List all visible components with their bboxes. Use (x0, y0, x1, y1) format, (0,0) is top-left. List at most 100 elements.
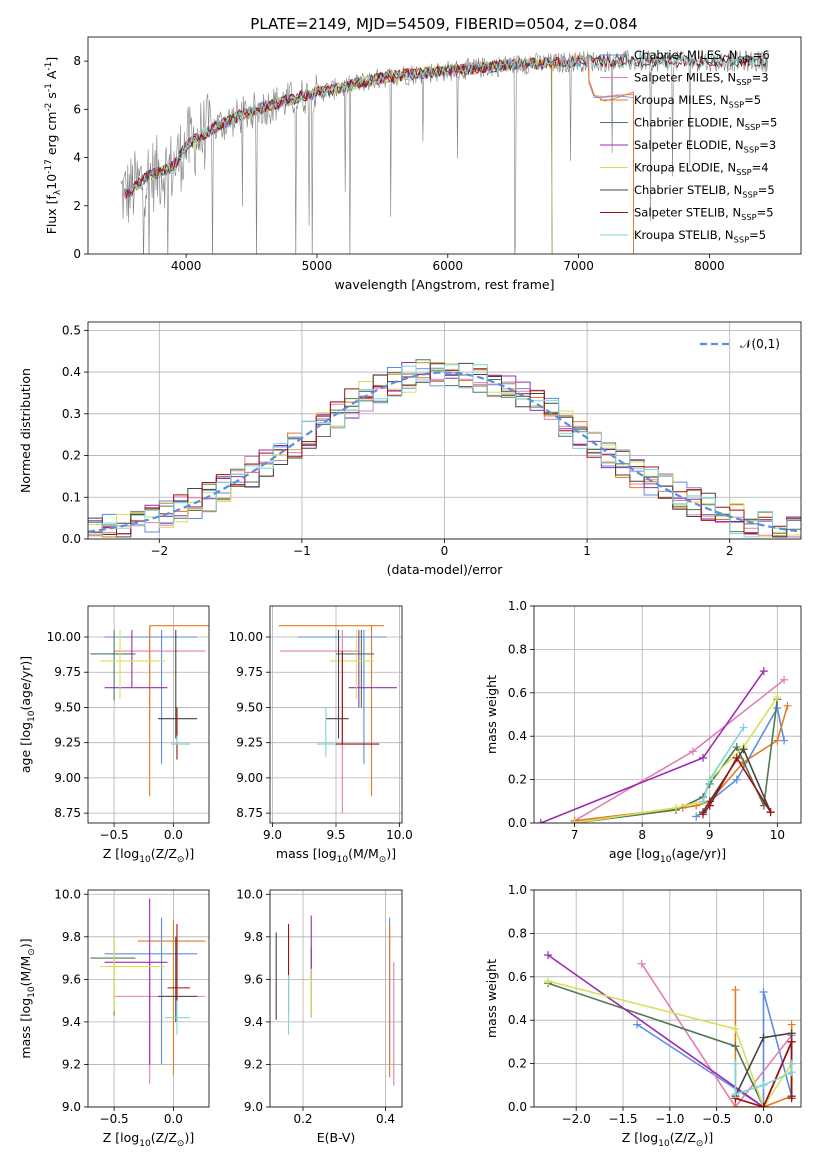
series-marker (773, 693, 782, 702)
x-tick-label: 10.0 (386, 828, 413, 842)
y-tick-label: 0.0 (62, 532, 81, 546)
x-tick-label: 9.5 (326, 828, 345, 842)
errorbar-kroupa-stelib (316, 707, 336, 757)
series-marker (692, 812, 701, 821)
x-tick-label: −0.5 (100, 1112, 129, 1126)
series-marker (536, 819, 545, 823)
y-tick-label: 0.6 (508, 970, 527, 984)
x-tick-label: 6000 (432, 259, 463, 273)
x-tick-label: 7 (571, 828, 579, 842)
x-axis-label: (data-model)/error (387, 562, 504, 577)
series-marker (759, 1081, 768, 1090)
x-axis-label: wavelength [Angstrom, rest frame] (334, 277, 554, 292)
y-tick-label: 8.75 (236, 806, 263, 820)
legend-label: Kroupa STELIB, NSSP​=5 (634, 228, 766, 244)
series-marker (773, 703, 782, 712)
y-tick-label: 9.8 (244, 930, 263, 944)
x-tick-label: 9 (706, 828, 714, 842)
y-tick-label: 0.0 (508, 1100, 527, 1114)
x-tick-label: −2.0 (562, 1112, 591, 1126)
y-tick-label: 9.2 (62, 1057, 81, 1071)
series-line (636, 991, 793, 1107)
x-tick-label: 0.0 (754, 1112, 773, 1126)
y-axis-label: Flux [fλ​10-17​ erg cm-2​ s-1​ A-1​] (44, 57, 63, 235)
series-marker (688, 747, 697, 756)
legend-label: 𝒩(0,1) (740, 337, 780, 351)
series-marker (705, 775, 714, 784)
series-line (695, 705, 785, 818)
series-marker (732, 775, 741, 784)
x-tick-label: −1.0 (655, 1112, 684, 1126)
y-tick-label: 9.0 (62, 1100, 81, 1114)
y-axis-label: age [log10​(age/yr)] (18, 656, 37, 773)
y-tick-label: 0.4 (62, 365, 81, 379)
series-kroupa-stelib (731, 1059, 796, 1098)
y-tick-label: 1.0 (508, 599, 527, 613)
x-tick-label: 0 (441, 544, 449, 558)
x-axis-label: Z [log10​(Z/Z⊙​)] (103, 846, 194, 865)
series-marker (671, 803, 680, 812)
x-tick-label: −1 (293, 544, 311, 558)
model-spectrum-kroupa-stelib (126, 53, 768, 191)
y-tick-label: 9.00 (54, 771, 81, 785)
y-tick-label: 4 (73, 151, 81, 165)
series-marker (780, 675, 789, 684)
plot-area (90, 625, 209, 797)
series-marker (759, 1033, 768, 1042)
panel-spectrum: 4000 5000 6000 7000 8000 0 2 4 6 8 wavelength [Ang… (44, 36, 802, 292)
y-tick-label: 9.75 (236, 665, 263, 679)
legend-label: Kroupa MILES, NSSP​=5 (634, 93, 761, 109)
series-marker (637, 959, 646, 968)
y-axis-label: mass weight (484, 959, 499, 1038)
series-marker (739, 723, 748, 732)
legend: Chabrier MILES, NSSP​=6 Salpeter MILES, N… (600, 48, 777, 244)
axes-frame (87, 889, 210, 1108)
series-marker (698, 797, 707, 806)
hist-kroupa-miles (88, 362, 801, 538)
y-tick-label: 0.8 (508, 642, 527, 656)
errorbar-salpeter-elodie (104, 898, 168, 1065)
series-marker (731, 985, 740, 994)
y-tick-label: 9.6 (62, 972, 81, 986)
legend-label: Salpeter MILES, NSSP​=3 (634, 71, 769, 87)
plot-area (90, 898, 206, 1084)
errorbar-chabrier-stelib (157, 629, 198, 739)
series-marker (780, 736, 789, 745)
gaussian-curve (88, 371, 801, 533)
plot-area (544, 951, 796, 1107)
series-marker (766, 808, 775, 817)
x-tick-label: 10 (770, 828, 785, 842)
y-axis-label: mass weight (484, 675, 499, 754)
series-marker (705, 801, 714, 810)
y-tick-label: 9.75 (54, 665, 81, 679)
model-spectrum-salpeter-stelib (125, 54, 768, 197)
y-tick-label: 9.25 (236, 736, 263, 750)
legend-label: Chabrier MILES, NSSP​=6 (634, 48, 770, 64)
y-tick-label: 9.6 (244, 972, 263, 986)
legend-label: Salpeter ELODIE, NSSP​=3 (634, 138, 776, 154)
y-tick-label: 0 (73, 247, 81, 261)
errorbar-salpeter-elodie (104, 629, 168, 689)
y-tick-label: 10.0 (54, 887, 81, 901)
axes-frame (533, 605, 802, 824)
errorbar-kroupa-stelib (171, 735, 191, 745)
axes-frame (269, 889, 403, 1108)
y-tick-label: 0.0 (508, 816, 527, 830)
y-tick-label: 9.4 (244, 1015, 263, 1029)
x-tick-label: 0.0 (164, 1112, 183, 1126)
axes-frame (533, 889, 802, 1108)
series-marker (787, 1029, 796, 1038)
suptitle: PLATE=2149, MJD=54509, FIBERID=0504, z=0… (250, 15, 637, 33)
legend-label: Salpeter STELIB, NSSP​=5 (634, 206, 774, 222)
y-tick-label: 8 (73, 54, 81, 68)
series-salpeter-elodie (536, 667, 768, 823)
series-marker (787, 1059, 796, 1068)
y-tick-label: 9.2 (244, 1057, 263, 1071)
y-tick-label: 0.5 (62, 323, 81, 337)
panel-residuals: −2 −1 0 1 2 0.0 0.1 0.2 0.3 0.4 0.5 (data-model)/er… (18, 321, 802, 577)
series-marker (759, 1103, 768, 1107)
errorbar-kroupa-elodie (329, 629, 375, 699)
series-line (702, 756, 772, 815)
x-tick-label: −2 (150, 544, 168, 558)
x-tick-label: 0.0 (164, 828, 183, 842)
